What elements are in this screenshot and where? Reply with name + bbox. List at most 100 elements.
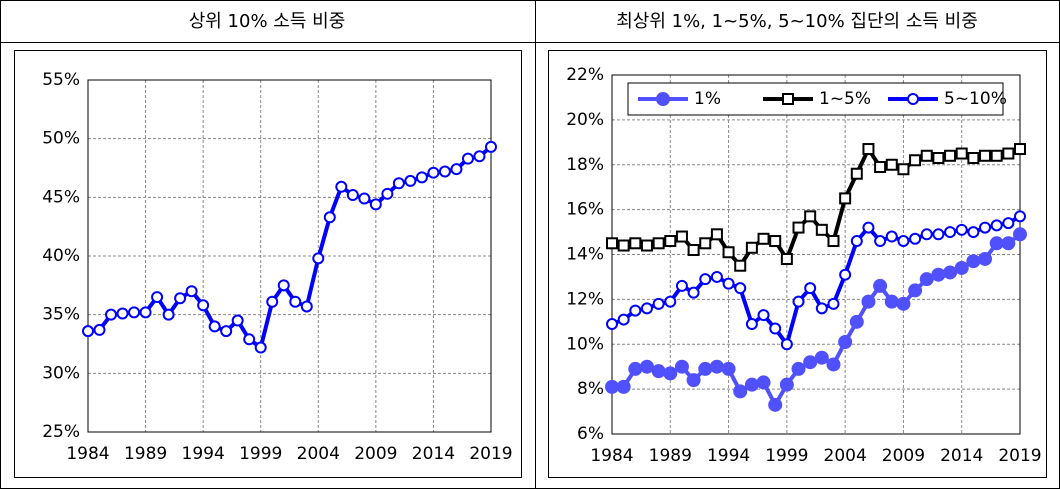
marker xyxy=(105,308,118,321)
marker xyxy=(827,297,840,310)
marker xyxy=(687,286,700,299)
marker xyxy=(652,297,665,310)
marker xyxy=(151,291,164,304)
x-tick-label: 2004 xyxy=(297,444,340,464)
marker xyxy=(967,226,980,239)
marker xyxy=(733,384,748,399)
y-tick-label: 50% xyxy=(42,129,80,149)
marker xyxy=(967,152,980,165)
marker xyxy=(780,252,793,265)
marker xyxy=(300,300,313,313)
legend-label: 1~5% xyxy=(819,89,871,109)
marker xyxy=(780,338,793,351)
marker xyxy=(757,309,770,322)
marker xyxy=(651,364,666,379)
marker xyxy=(346,188,359,201)
marker xyxy=(335,180,348,193)
y-tick-label: 8% xyxy=(577,379,604,399)
legend-marker xyxy=(907,93,919,105)
marker xyxy=(896,296,911,311)
marker xyxy=(675,230,688,243)
marker xyxy=(369,198,382,211)
marker xyxy=(815,302,828,315)
marker xyxy=(629,304,642,317)
marker xyxy=(461,152,474,165)
marker xyxy=(617,313,630,326)
marker xyxy=(686,373,701,388)
marker xyxy=(606,237,618,250)
marker xyxy=(674,359,689,374)
marker xyxy=(277,279,290,292)
marker xyxy=(943,265,958,280)
marker xyxy=(1002,217,1015,230)
plot-border xyxy=(611,74,1021,435)
x-tick-label: 1994 xyxy=(707,446,750,466)
x-tick-label: 1989 xyxy=(649,446,692,466)
marker xyxy=(698,361,713,376)
marker xyxy=(427,166,440,179)
y-tick-label: 12% xyxy=(566,289,604,309)
marker xyxy=(266,295,279,308)
marker xyxy=(884,294,899,309)
marker xyxy=(873,278,888,293)
marker xyxy=(744,377,759,392)
marker xyxy=(699,273,712,286)
marker xyxy=(116,307,129,320)
marker xyxy=(804,282,817,295)
marker xyxy=(1002,147,1015,160)
marker xyxy=(850,167,863,180)
marker xyxy=(438,165,451,178)
marker xyxy=(82,325,94,338)
marker xyxy=(862,143,875,156)
marker xyxy=(769,322,782,335)
marker xyxy=(862,221,875,234)
marker xyxy=(699,237,712,250)
line xyxy=(611,147,1021,268)
marker xyxy=(932,152,945,165)
marker xyxy=(955,223,968,236)
marker xyxy=(885,230,898,243)
x-tick-label: 1989 xyxy=(124,444,167,464)
chart-frame xyxy=(548,50,1047,478)
marker xyxy=(839,268,852,281)
y-tick-label: 40% xyxy=(42,246,80,266)
y-tick-label: 14% xyxy=(566,245,604,265)
marker xyxy=(827,235,840,248)
marker xyxy=(919,272,934,287)
legend-box xyxy=(627,82,1004,116)
marker xyxy=(450,163,463,176)
x-tick-label: 2009 xyxy=(882,446,925,466)
marker xyxy=(850,235,863,248)
marker xyxy=(839,192,852,205)
marker xyxy=(139,306,152,319)
marker xyxy=(768,397,783,412)
marker xyxy=(722,277,735,290)
marker xyxy=(990,149,1003,162)
marker xyxy=(254,341,267,354)
marker xyxy=(415,171,428,184)
marker xyxy=(473,150,486,163)
marker xyxy=(392,177,405,190)
x-tick-label: 2014 xyxy=(940,446,983,466)
marker xyxy=(757,232,770,245)
x-tick-label: 2019 xyxy=(998,446,1041,466)
marker xyxy=(629,237,642,250)
legend-label: 5~10% xyxy=(944,89,1007,109)
marker xyxy=(289,295,302,308)
marker xyxy=(920,149,933,162)
marker xyxy=(628,361,643,376)
marker xyxy=(792,221,805,234)
marker xyxy=(652,237,665,250)
x-tick-label: 2009 xyxy=(354,444,397,464)
y-tick-label: 30% xyxy=(42,363,80,383)
marker xyxy=(710,228,723,241)
marker xyxy=(639,359,654,374)
marker xyxy=(323,211,336,224)
marker xyxy=(908,283,923,298)
marker xyxy=(897,235,910,248)
marker xyxy=(687,244,700,257)
y-tick-label: 16% xyxy=(566,200,604,220)
marker xyxy=(485,140,497,153)
y-tick-label: 18% xyxy=(566,155,604,175)
